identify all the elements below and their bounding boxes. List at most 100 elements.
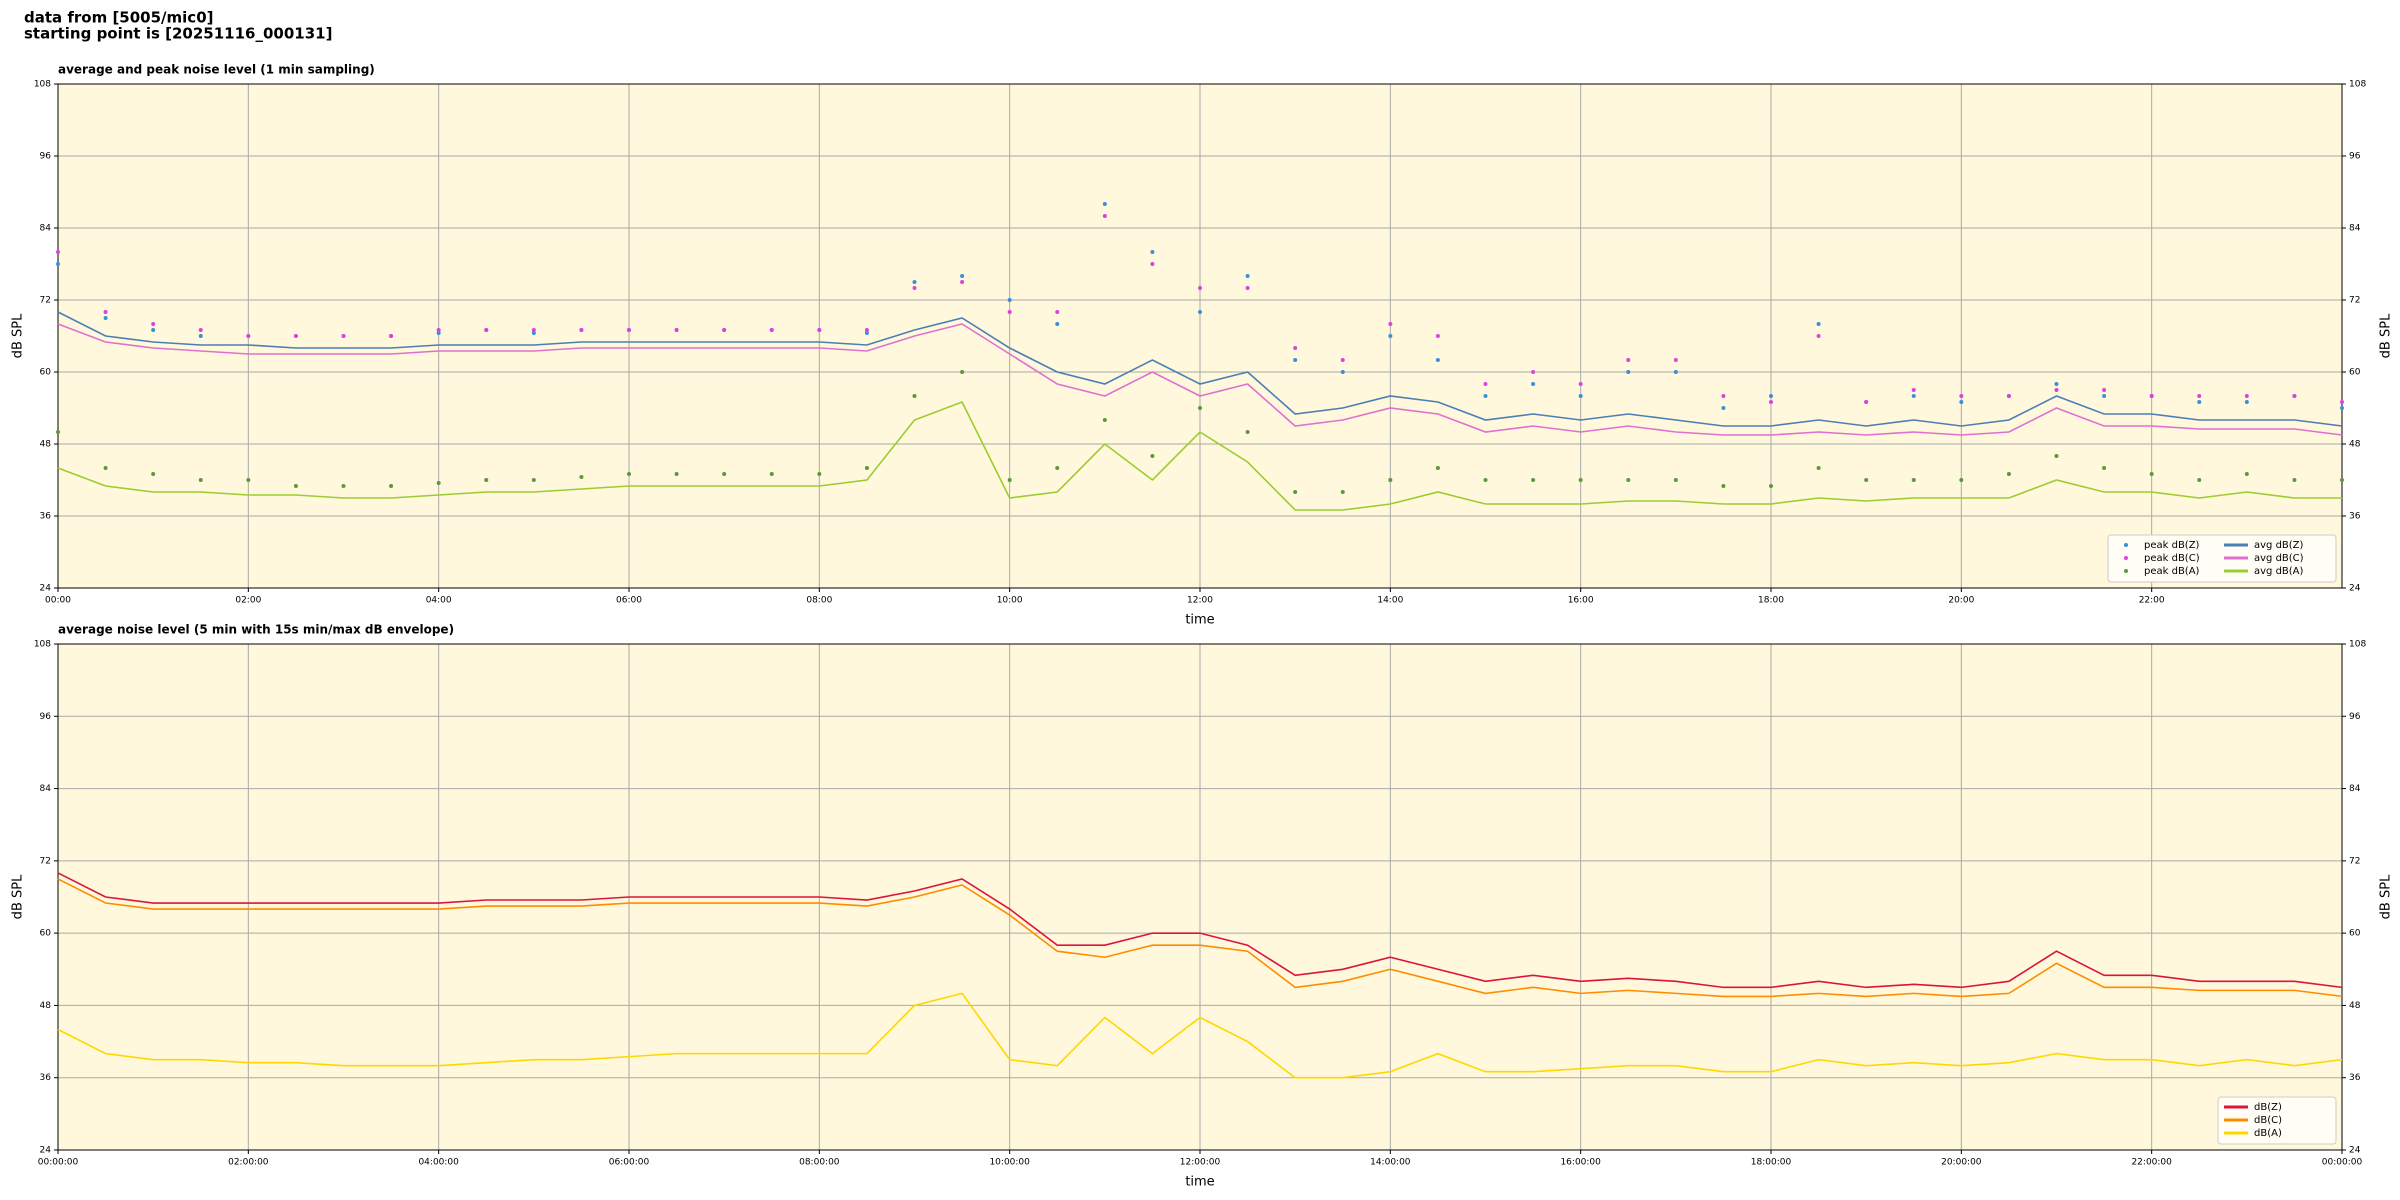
x-tick-label: 12:00 — [1187, 596, 1213, 606]
peak-point — [56, 262, 60, 266]
peak-point — [1531, 370, 1536, 374]
peak-point — [436, 331, 441, 335]
y-tick-label: 60 — [40, 368, 52, 378]
peak-point — [151, 472, 156, 476]
legend-label: peak dB(Z) — [2144, 540, 2200, 551]
y-tick-label: 108 — [34, 80, 51, 90]
peak-point — [2054, 382, 2059, 386]
x-tick-label: 10:00 — [997, 596, 1023, 606]
legend-swatch — [2124, 543, 2128, 547]
x-tick-label: 14:00 — [1377, 596, 1403, 606]
series-line — [57, 878, 2343, 998]
peak-point — [1911, 394, 1916, 398]
peak-point — [1388, 322, 1393, 326]
legend-label: avg dB(Z) — [2254, 540, 2304, 551]
peak-point — [2102, 388, 2107, 392]
header-line: starting point is [20251116_000131] — [24, 25, 332, 43]
peak-point — [1578, 382, 1583, 386]
x-tick-label: 20:00:00 — [1941, 1158, 1982, 1168]
peak-point — [627, 472, 631, 476]
peak-point — [1150, 454, 1155, 458]
y-axis-label: dB SPL — [11, 874, 26, 919]
peak-point — [864, 328, 869, 332]
peak-point — [2102, 394, 2107, 398]
peak-point — [484, 478, 489, 482]
peak-point — [627, 328, 631, 332]
peak-point — [1340, 370, 1345, 374]
y2-tick-label: 24 — [2349, 1146, 2361, 1156]
peak-point — [1673, 478, 1678, 482]
peak-point — [531, 331, 536, 335]
x-tick-label: 18:00:00 — [1751, 1158, 1792, 1168]
x-tick-label: 04:00:00 — [418, 1158, 459, 1168]
peak-point — [2244, 400, 2249, 404]
y-tick-label: 36 — [40, 1073, 52, 1083]
chart-title: average and peak noise level (1 min samp… — [58, 63, 375, 77]
x-tick-label: 00:00 — [45, 596, 71, 606]
peak-point — [1721, 394, 1726, 398]
peak-point — [1198, 286, 1202, 290]
y2-tick-label: 60 — [2349, 929, 2361, 939]
y2-axis-label: dB SPL — [2379, 874, 2394, 919]
peak-point — [436, 481, 441, 485]
peak-point — [2054, 454, 2059, 458]
y2-tick-label: 108 — [2349, 80, 2366, 90]
legend-label: dB(Z) — [2254, 1102, 2282, 1113]
x-tick-label: 10:00:00 — [989, 1158, 1030, 1168]
peak-point — [246, 334, 251, 338]
peak-point — [293, 484, 298, 488]
header-line: data from [5005/mic0] — [24, 9, 214, 27]
peak-point — [817, 472, 822, 476]
peak-point — [56, 430, 60, 434]
peak-point — [579, 475, 584, 479]
peak-point — [1769, 484, 1773, 488]
y-tick-label: 96 — [40, 712, 52, 722]
peak-point — [2149, 394, 2154, 398]
peak-point — [2244, 394, 2249, 398]
peak-point — [1721, 406, 1726, 410]
y-tick-label: 36 — [40, 512, 52, 522]
peak-point — [1911, 388, 1916, 392]
y-axis-label: dB SPL — [11, 313, 26, 358]
peak-point — [1531, 382, 1536, 386]
y2-tick-label: 72 — [2349, 296, 2360, 306]
y-tick-label: 24 — [40, 584, 52, 594]
peak-point — [864, 466, 869, 470]
peak-point — [2102, 466, 2107, 470]
y2-tick-label: 48 — [2349, 1001, 2361, 1011]
y2-tick-label: 60 — [2349, 368, 2361, 378]
y-tick-label: 96 — [40, 152, 52, 162]
x-tick-label: 00:00:00 — [38, 1158, 79, 1168]
peak-point — [769, 328, 774, 332]
series-line — [57, 323, 2343, 436]
peak-point — [1293, 490, 1298, 494]
x-axis-label: time — [1185, 613, 1214, 628]
peak-point — [1150, 250, 1155, 254]
peak-point — [1721, 484, 1726, 488]
x-tick-label: 20:00 — [1948, 596, 1974, 606]
peak-point — [769, 472, 774, 476]
peak-point — [246, 478, 251, 482]
x-tick-label: 18:00 — [1758, 596, 1784, 606]
peak-point — [1102, 202, 1107, 206]
peak-point — [1959, 478, 1964, 482]
y-tick-label: 72 — [40, 296, 51, 306]
y2-tick-label: 84 — [2349, 224, 2361, 234]
y-tick-label: 72 — [40, 856, 51, 866]
y2-tick-label: 84 — [2349, 784, 2361, 794]
peak-point — [2340, 478, 2344, 482]
peak-point — [1102, 418, 1107, 422]
peak-point — [1245, 430, 1250, 434]
peak-point — [1435, 466, 1440, 470]
peak-point — [960, 280, 965, 284]
peak-point — [817, 328, 822, 332]
peak-point — [1769, 394, 1773, 398]
peak-point — [1673, 358, 1678, 362]
peak-point — [151, 322, 156, 326]
y2-tick-label: 36 — [2349, 512, 2361, 522]
x-tick-label: 02:00:00 — [228, 1158, 269, 1168]
peak-point — [1626, 478, 1631, 482]
y2-axis-label: dB SPL — [2379, 313, 2394, 358]
y-tick-label: 24 — [40, 1146, 52, 1156]
